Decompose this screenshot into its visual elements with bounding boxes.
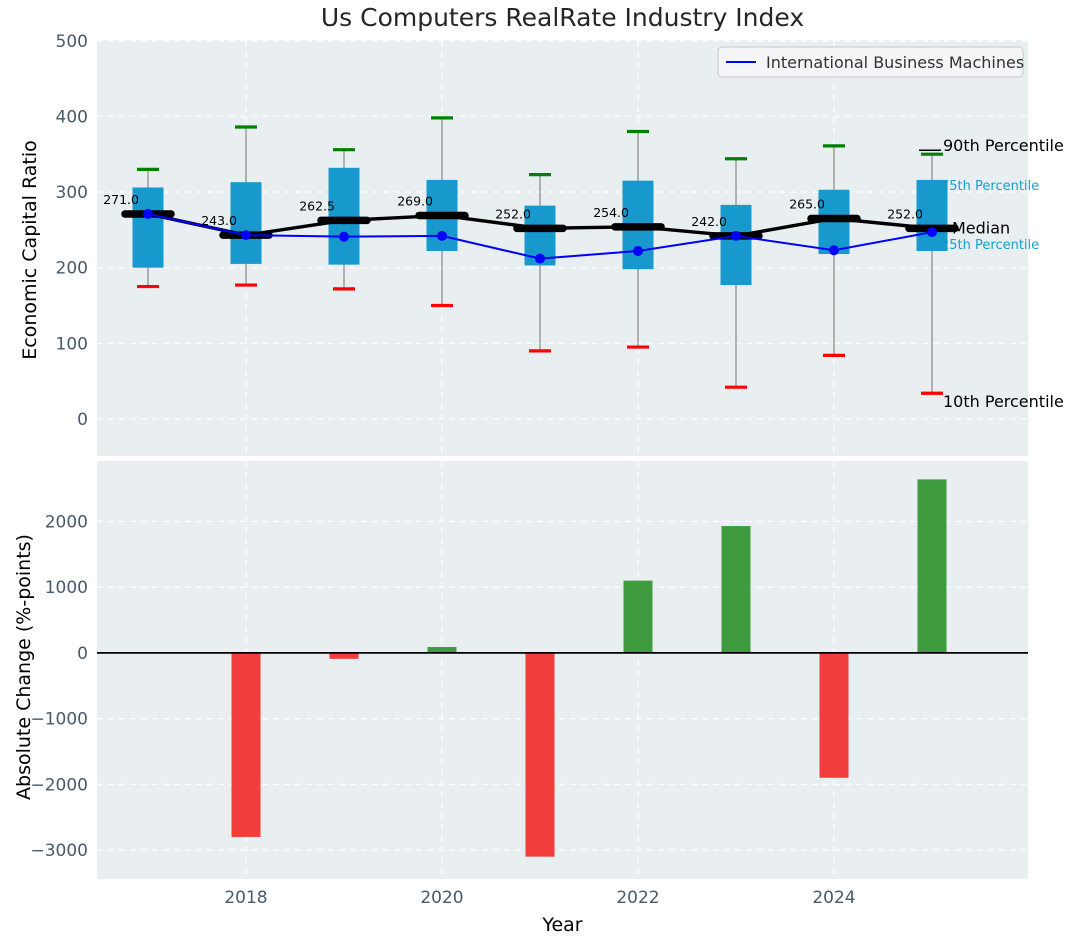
company-marker-2024 [829, 245, 839, 256]
median-label-2025: 252.0 [887, 206, 923, 221]
company-marker-2019 [339, 231, 349, 242]
bottom-ytick-2000: 2000 [45, 512, 88, 532]
xtick-2020: 2020 [420, 888, 463, 908]
company-marker-2018 [241, 230, 251, 241]
legend-label: International Business Machines [766, 53, 1024, 72]
bottom-ytick--2000: −2000 [30, 775, 88, 795]
annotation-10th-percentile: 10th Percentile [943, 392, 1064, 411]
bar-2020 [427, 646, 457, 653]
legend-box [717, 46, 1024, 78]
box-2017 [132, 187, 164, 268]
chart-title: Us Computers RealRate Industry Index [320, 3, 805, 32]
xlabel: Year [541, 914, 582, 936]
box-2025 [916, 179, 948, 252]
bottom-ylabel: Absolute Change (%-points) [13, 534, 35, 800]
top-ytick-100: 100 [56, 334, 88, 354]
xtick-2018: 2018 [224, 888, 267, 908]
median-label-2018: 243.0 [201, 213, 237, 228]
bottom-ytick--3000: −3000 [30, 841, 88, 861]
median-label-2020: 269.0 [397, 193, 433, 208]
annotation-median: Median [952, 218, 1010, 237]
top-ylabel: Economic Capital Ratio [19, 140, 41, 359]
top-panel: 75th Percentile 25th Percentile 271.0 243.0… [19, 32, 1064, 456]
annotation-25th-percentile: 25th Percentile [941, 238, 1039, 253]
median-label-2022: 254.0 [593, 205, 629, 220]
top-ytick-500: 500 [56, 32, 88, 52]
bar-2025 [917, 479, 947, 653]
bottom-panel: −3000 −2000 −1000 0 1000 2000 2018 2020 2022 2024… [13, 461, 1028, 936]
company-marker-2020 [437, 230, 447, 241]
xtick-2024: 2024 [812, 888, 855, 908]
company-marker-2025 [927, 227, 937, 238]
bar-2019 [329, 652, 359, 659]
top-ytick-0: 0 [77, 410, 88, 430]
bottom-ytick-1000: 1000 [45, 578, 88, 598]
median-label-2024: 265.0 [789, 197, 825, 212]
bottom-ytick--1000: −1000 [30, 710, 88, 730]
bar-2023 [721, 526, 751, 653]
bottom-ytick-0: 0 [77, 644, 88, 664]
company-marker-2023 [731, 230, 741, 241]
company-marker-2017 [143, 208, 153, 219]
box-2018 [230, 182, 262, 264]
bar-2018 [231, 652, 261, 837]
median-label-2019: 262.5 [299, 198, 335, 213]
annotation-90th-percentile: 90th Percentile [943, 136, 1064, 155]
bar-2022 [623, 580, 653, 653]
box-2023 [720, 204, 752, 286]
median-label-2023: 242.0 [691, 214, 727, 229]
annotation-75th-percentile: 75th Percentile [941, 179, 1039, 194]
median-label-2021: 252.0 [495, 206, 531, 221]
bar-2024 [819, 652, 849, 778]
company-marker-2021 [535, 253, 545, 264]
legend: International Business Machines [717, 46, 1024, 78]
top-ytick-400: 400 [56, 107, 88, 127]
top-ytick-200: 200 [56, 259, 88, 279]
top-ytick-300: 300 [56, 183, 88, 203]
company-marker-2022 [633, 246, 643, 257]
xtick-2022: 2022 [616, 888, 659, 908]
median-label-2017: 271.0 [103, 192, 139, 207]
box-2019 [328, 167, 360, 265]
bar-2021 [525, 652, 555, 857]
